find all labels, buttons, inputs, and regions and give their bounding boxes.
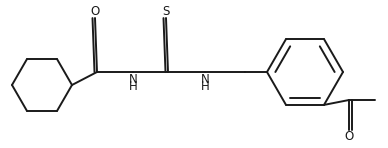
Text: N: N bbox=[129, 73, 137, 86]
Text: H: H bbox=[129, 81, 137, 94]
Text: O: O bbox=[345, 131, 353, 144]
Text: O: O bbox=[90, 4, 100, 17]
Text: N: N bbox=[201, 73, 210, 86]
Text: H: H bbox=[201, 81, 210, 94]
Text: S: S bbox=[162, 4, 170, 17]
